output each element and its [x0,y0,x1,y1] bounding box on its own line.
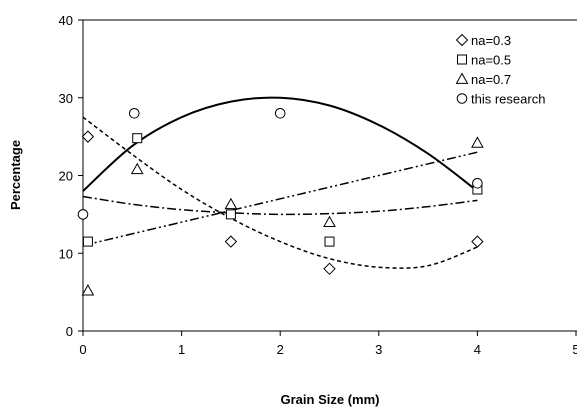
data-point-na-0-5 [324,236,335,247]
data-point-na-0-7 [130,162,144,175]
y-axis-title: Percentage [8,140,23,210]
y-tick-label: 20 [59,169,73,184]
x-tick-label: 4 [474,342,481,357]
x-axis-title: Grain Size (mm) [281,392,380,407]
data-point-na-0-3 [323,262,336,276]
data-point-na-0-3 [471,235,484,248]
legend-label: na=0.5 [471,53,511,68]
x-tick-label: 2 [277,342,284,357]
legend-label: na=0.3 [471,33,511,48]
legend-marker-na-0-7 [455,72,469,84]
data-point-na-0-3 [81,130,95,143]
data-point-na-0-3 [224,235,238,248]
data-point-na-0-7 [224,197,238,210]
legend-marker-na-0-5 [457,54,467,65]
trend-line-na-0-5 [82,151,478,247]
data-point-this-research [472,177,483,189]
legend-label: this research [471,92,545,107]
trend-line-na-0-7 [82,195,478,216]
x-tick-label: 3 [375,342,382,357]
x-tick-label: 0 [79,342,86,357]
data-point-na-0-7 [81,284,95,296]
x-tick-label: 1 [178,342,185,357]
data-point-this-research [128,108,140,119]
data-point-na-0-5 [225,209,236,220]
y-tick-label: 0 [66,324,73,339]
data-point-na-0-7 [323,215,336,228]
data-point-na-0-5 [82,236,93,247]
trend-line-na-0-3 [82,116,478,269]
legend-marker-na-0-3 [455,33,469,47]
data-point-na-0-5 [132,133,143,144]
legend-label: na=0.7 [471,72,511,87]
x-tick-label: 5 [572,342,577,357]
y-tick-label: 40 [59,13,73,28]
legend-marker-this-research [456,93,468,104]
data-point-this-research [274,108,286,119]
y-tick-label: 30 [59,91,73,106]
y-tick-label: 10 [59,246,73,261]
data-point-na-0-7 [471,136,484,148]
data-point-this-research [77,209,89,220]
